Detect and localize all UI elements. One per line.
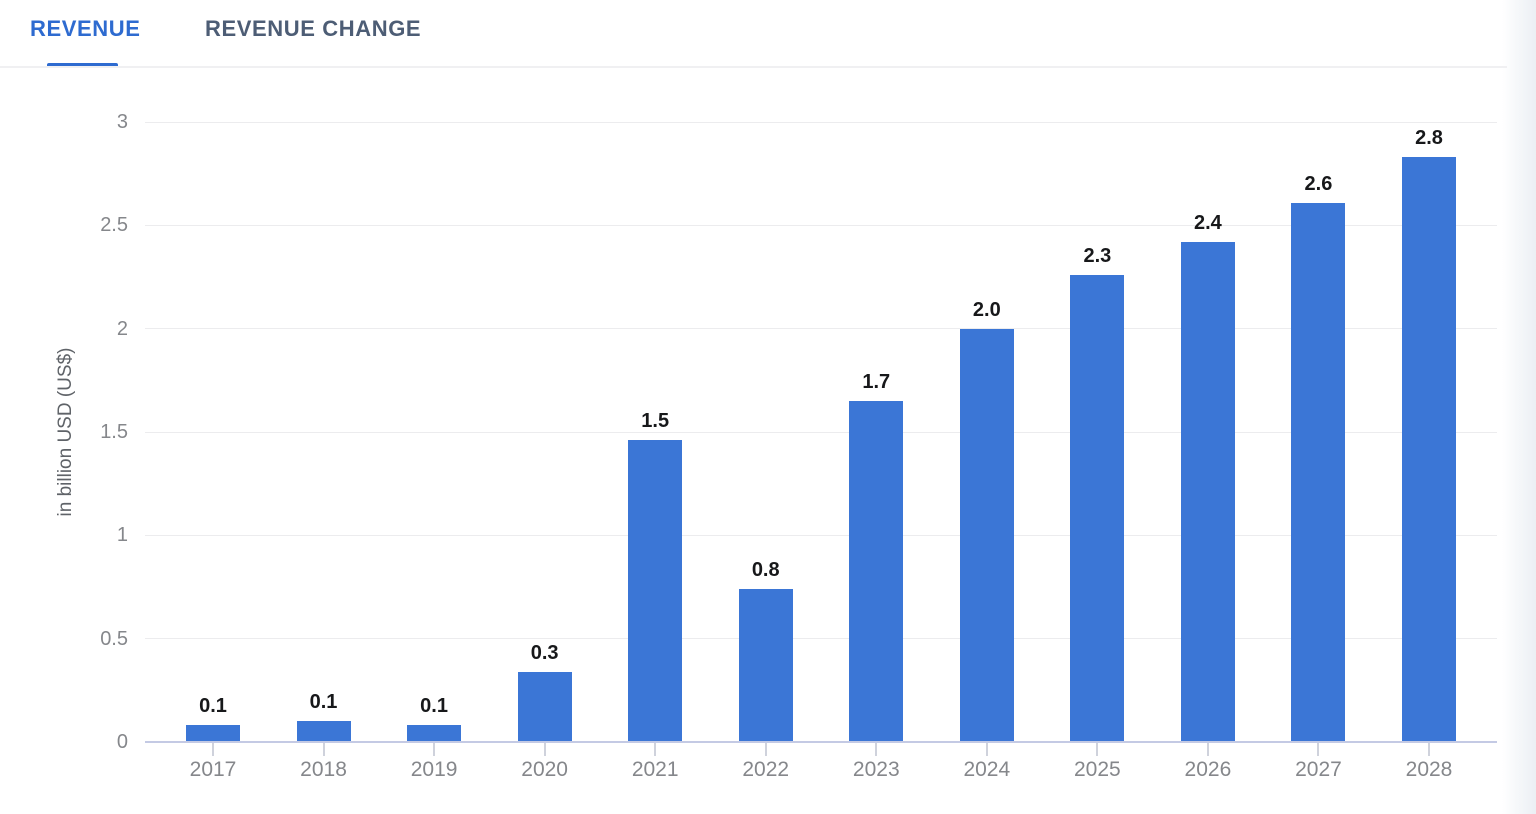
bar-value-label: 0.1: [199, 695, 227, 718]
tab-revenue[interactable]: REVENUE: [30, 16, 141, 41]
y-tick-label: 0.5: [100, 627, 128, 650]
y-tick-label: 2: [116, 317, 128, 340]
x-tick-label: 2026: [1184, 758, 1232, 781]
bar[interactable]: [1070, 274, 1125, 742]
bar[interactable]: [1402, 157, 1456, 742]
x-tick-label: 2020: [521, 758, 568, 781]
gridline: [145, 224, 1497, 226]
x-tick: [543, 743, 546, 756]
bar[interactable]: [738, 589, 793, 742]
bar[interactable]: [517, 671, 572, 742]
x-tick-label: 2027: [1295, 758, 1342, 781]
bar[interactable]: [186, 725, 240, 742]
bar-value-label: 0.8: [751, 559, 780, 582]
bar-value-label: 2.4: [1194, 211, 1222, 234]
x-tick-label: 2019: [410, 758, 458, 781]
x-tick-label: 2025: [1074, 758, 1121, 781]
x-tick-label: 2018: [300, 758, 347, 781]
bar[interactable]: [407, 725, 462, 742]
bar-value-label: 2.0: [972, 298, 1001, 321]
bar-value-label: 2.8: [1415, 127, 1443, 150]
bar-value-label: 0.1: [420, 695, 448, 718]
x-tick: [1096, 743, 1099, 756]
y-tick-label: 3: [116, 111, 128, 133]
bar-value-label: 0.3: [530, 641, 559, 664]
gridline: [145, 121, 1497, 123]
active-tab-underline: [47, 63, 118, 68]
x-tick: [654, 743, 657, 756]
x-tick: [1428, 743, 1430, 756]
y-tick-label: 1: [116, 524, 128, 547]
bar[interactable]: [1291, 202, 1346, 742]
chart-area: in billion USD (US$) 0 0.5 1 1.5 2 2.5 3 0.1 201…: [0, 68, 1536, 814]
bar[interactable]: [1180, 241, 1235, 742]
bar-value-label: 2.6: [1304, 172, 1333, 195]
x-tick: [764, 743, 767, 756]
tabs-separator: [0, 66, 1507, 68]
gridline: [145, 328, 1497, 330]
x-tick: [433, 743, 436, 756]
x-tick-label: 2017: [189, 758, 237, 781]
bar[interactable]: [959, 328, 1014, 742]
bar-value-label: 2.3: [1083, 244, 1112, 267]
y-tick-label: 2.5: [100, 214, 128, 237]
bar-value-label: 0.1: [309, 691, 338, 714]
x-tick: [875, 743, 878, 756]
bar[interactable]: [849, 401, 904, 742]
x-tick: [1206, 743, 1209, 756]
y-tick-label: 0: [116, 731, 128, 753]
tab-revenue-change[interactable]: REVENUE CHANGE: [205, 16, 422, 41]
x-tick-label: 2028: [1405, 758, 1453, 781]
gridline: [145, 638, 1497, 640]
x-tick-label: 2024: [963, 758, 1011, 781]
x-tick-label: 2021: [631, 758, 679, 781]
x-tick-label: 2023: [852, 758, 900, 781]
bar-value-label: 1.7: [862, 371, 891, 393]
x-tick-label: 2022: [742, 758, 790, 781]
bar[interactable]: [628, 440, 683, 742]
x-axis-line: [145, 741, 1497, 743]
gridline: [145, 534, 1497, 536]
x-tick: [322, 743, 325, 756]
gridline: [145, 431, 1497, 433]
bar[interactable]: [296, 721, 351, 742]
x-tick: [212, 743, 214, 756]
y-tick-label: 1.5: [100, 421, 128, 443]
bar-value-label: 1.5: [641, 410, 670, 433]
x-tick: [1317, 743, 1320, 756]
x-tick: [985, 743, 988, 756]
